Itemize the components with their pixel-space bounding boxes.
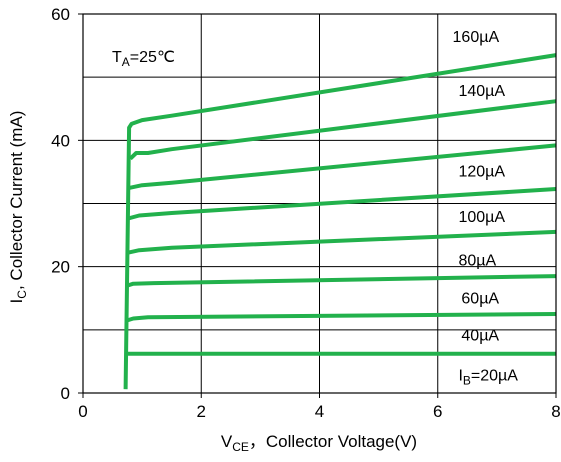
x-axis-label: VCE，Collector Voltage(V)	[221, 432, 417, 454]
curve-line	[126, 143, 557, 191]
curve-label: 100µA	[458, 209, 505, 226]
y-tick-label: 0	[61, 384, 70, 403]
x-tick-label: 0	[78, 402, 87, 421]
x-tick-label: 6	[433, 402, 442, 421]
curve-line	[123, 53, 557, 390]
curve-line	[126, 312, 557, 323]
x-tick-label: 2	[197, 402, 206, 421]
curve-labels: IB=20µA 40µA 60µA 80µA 100µA 120µA 140µA 160µA	[453, 29, 519, 388]
curve-line	[128, 99, 557, 161]
x-tick-label: 8	[551, 402, 560, 421]
curve-label: 160µA	[453, 29, 500, 46]
curve-label: 80µA	[458, 252, 496, 269]
curve-label: 60µA	[461, 290, 499, 307]
curve-line	[126, 187, 557, 221]
y-axis-label: IC, Collector Current (mA)	[7, 111, 29, 304]
ambient-temperature-annotation: TA=25℃	[112, 49, 175, 69]
y-tick-label: 20	[51, 258, 70, 277]
y-tick-label: 60	[51, 5, 70, 24]
y-tick-label: 40	[51, 131, 70, 150]
x-tick-label: 4	[315, 402, 324, 421]
curve-line	[126, 229, 557, 255]
curve-label: 140µA	[458, 83, 505, 100]
curve-label: 120µA	[458, 163, 505, 180]
curves	[123, 53, 557, 390]
axis-ticks: 0 2 4 6 8 0 20 40 60	[51, 5, 561, 421]
curve-label: IB=20µA	[458, 367, 518, 387]
curve-line	[126, 274, 557, 288]
curve-label: 40µA	[461, 328, 499, 345]
